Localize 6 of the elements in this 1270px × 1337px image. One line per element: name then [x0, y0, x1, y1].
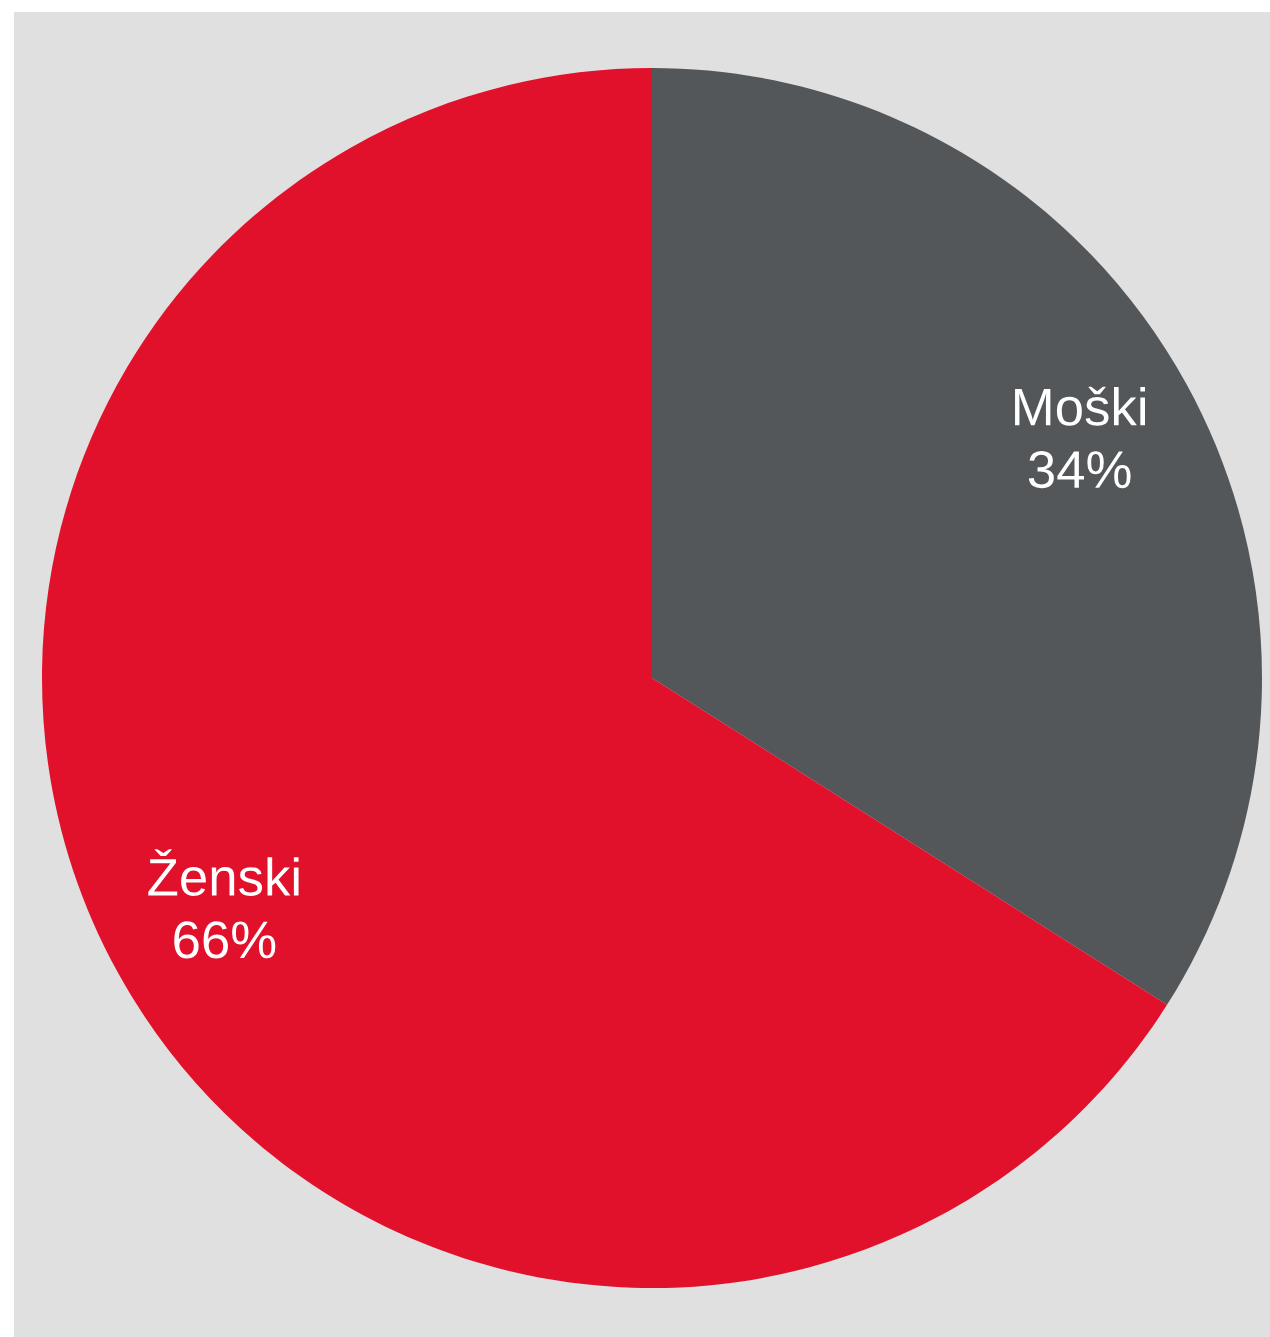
slice-label: Moški: [1015, 386, 1145, 426]
data-label: 66%: [174, 921, 276, 959]
slice-label: Ženski: [148, 849, 299, 896]
pie-slice: [652, 68, 1262, 1005]
pie-slice: [42, 68, 1168, 1288]
data-label: 34%: [1028, 450, 1131, 489]
